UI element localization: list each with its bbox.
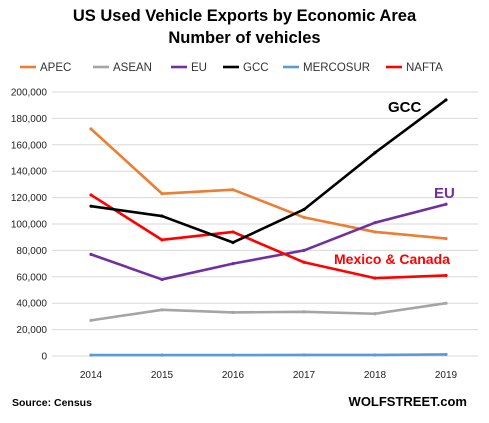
legend-label-nafta: NAFTA [406,62,443,74]
data-point-nafta [89,193,93,197]
data-point-mercosur [302,353,306,357]
data-point-asean [302,310,306,314]
data-point-mercosur [373,353,377,357]
series-line-apec [89,127,448,240]
data-point-asean [231,310,235,315]
x-tick-label: 2019 [435,370,458,381]
data-point-gcc [231,240,235,245]
data-point-apec [160,192,164,196]
y-tick-label: 60,000 [16,272,47,283]
data-point-nafta [231,230,235,234]
data-point-apec [373,230,377,234]
data-point-gcc [444,98,448,102]
annotation-mexico-canada: Mexico & Canada [334,251,450,267]
legend-label-eu: EU [191,62,207,74]
data-point-gcc [160,214,164,218]
chart-subtitle: Number of vehicles [168,29,320,47]
data-point-apec [444,236,448,241]
series-line-eu [89,202,448,281]
series-line-asean [89,301,448,322]
data-point-eu [373,221,377,225]
data-point-mercosur [160,353,164,357]
x-tick-label: 2014 [80,370,103,381]
data-point-mercosur [231,353,235,357]
data-point-asean [160,308,164,312]
x-axis-ticks: 2014 2015 2016 2017 2018 2019 [80,370,458,381]
data-point-mercosur [444,352,448,357]
data-point-eu [89,252,93,256]
brand-label: WOLFSTREET.com [349,394,467,409]
legend-label-mercosur: MERCOSUR [303,62,370,74]
data-point-apec [302,215,306,219]
x-tick-label: 2018 [364,370,387,381]
x-tick-label: 2015 [151,370,174,381]
legend-label-apec: APEC [40,62,71,74]
data-point-nafta [373,276,377,280]
data-point-gcc [89,204,93,208]
source-note: Source: Census [12,397,92,409]
data-point-asean [373,312,377,316]
y-tick-label: 120,000 [11,193,48,204]
chart-title: US Used Vehicle Exports by Economic Area [73,7,417,25]
y-tick-label: 200,000 [11,88,48,99]
data-point-asean [89,318,93,322]
y-tick-label: 140,000 [11,167,48,178]
data-point-apec [231,188,235,192]
data-point-gcc [302,207,306,212]
data-point-nafta [302,260,306,264]
data-point-eu [444,202,448,206]
y-tick-label: 160,000 [11,140,48,151]
annotation-gcc: GCC [388,99,422,116]
legend-label-asean: ASEAN [113,62,152,74]
x-tick-label: 2016 [222,370,245,381]
data-point-gcc [373,151,377,155]
data-point-asean [444,301,448,305]
legend: APEC ASEAN EU GCC MERCOSUR NAFTA [20,62,443,74]
y-tick-label: 40,000 [16,299,47,310]
annotation-eu: EU [434,185,455,202]
data-point-apec [89,127,93,131]
y-tick-label: 180,000 [11,114,48,125]
data-point-nafta [160,238,164,242]
y-tick-label: 100,000 [11,220,48,231]
y-tick-label: 80,000 [16,246,47,257]
series-line-mercosur [89,353,448,357]
y-axis-ticks: 0 20,000 40,000 60,000 80,000 100,000 120,000 1… [11,88,48,363]
y-tick-label: 0 [41,352,47,363]
data-point-mercosur [89,353,93,357]
data-point-eu [231,262,235,266]
x-tick-label: 2017 [293,370,316,381]
data-point-eu [160,277,164,282]
series-line-gcc [89,98,448,244]
series-lines [89,98,448,357]
legend-label-gcc: GCC [243,62,269,74]
y-tick-label: 20,000 [16,325,47,336]
data-point-eu [302,248,306,252]
gridlines [52,91,478,357]
series-line-nafta [89,193,448,280]
data-point-nafta [444,273,448,278]
